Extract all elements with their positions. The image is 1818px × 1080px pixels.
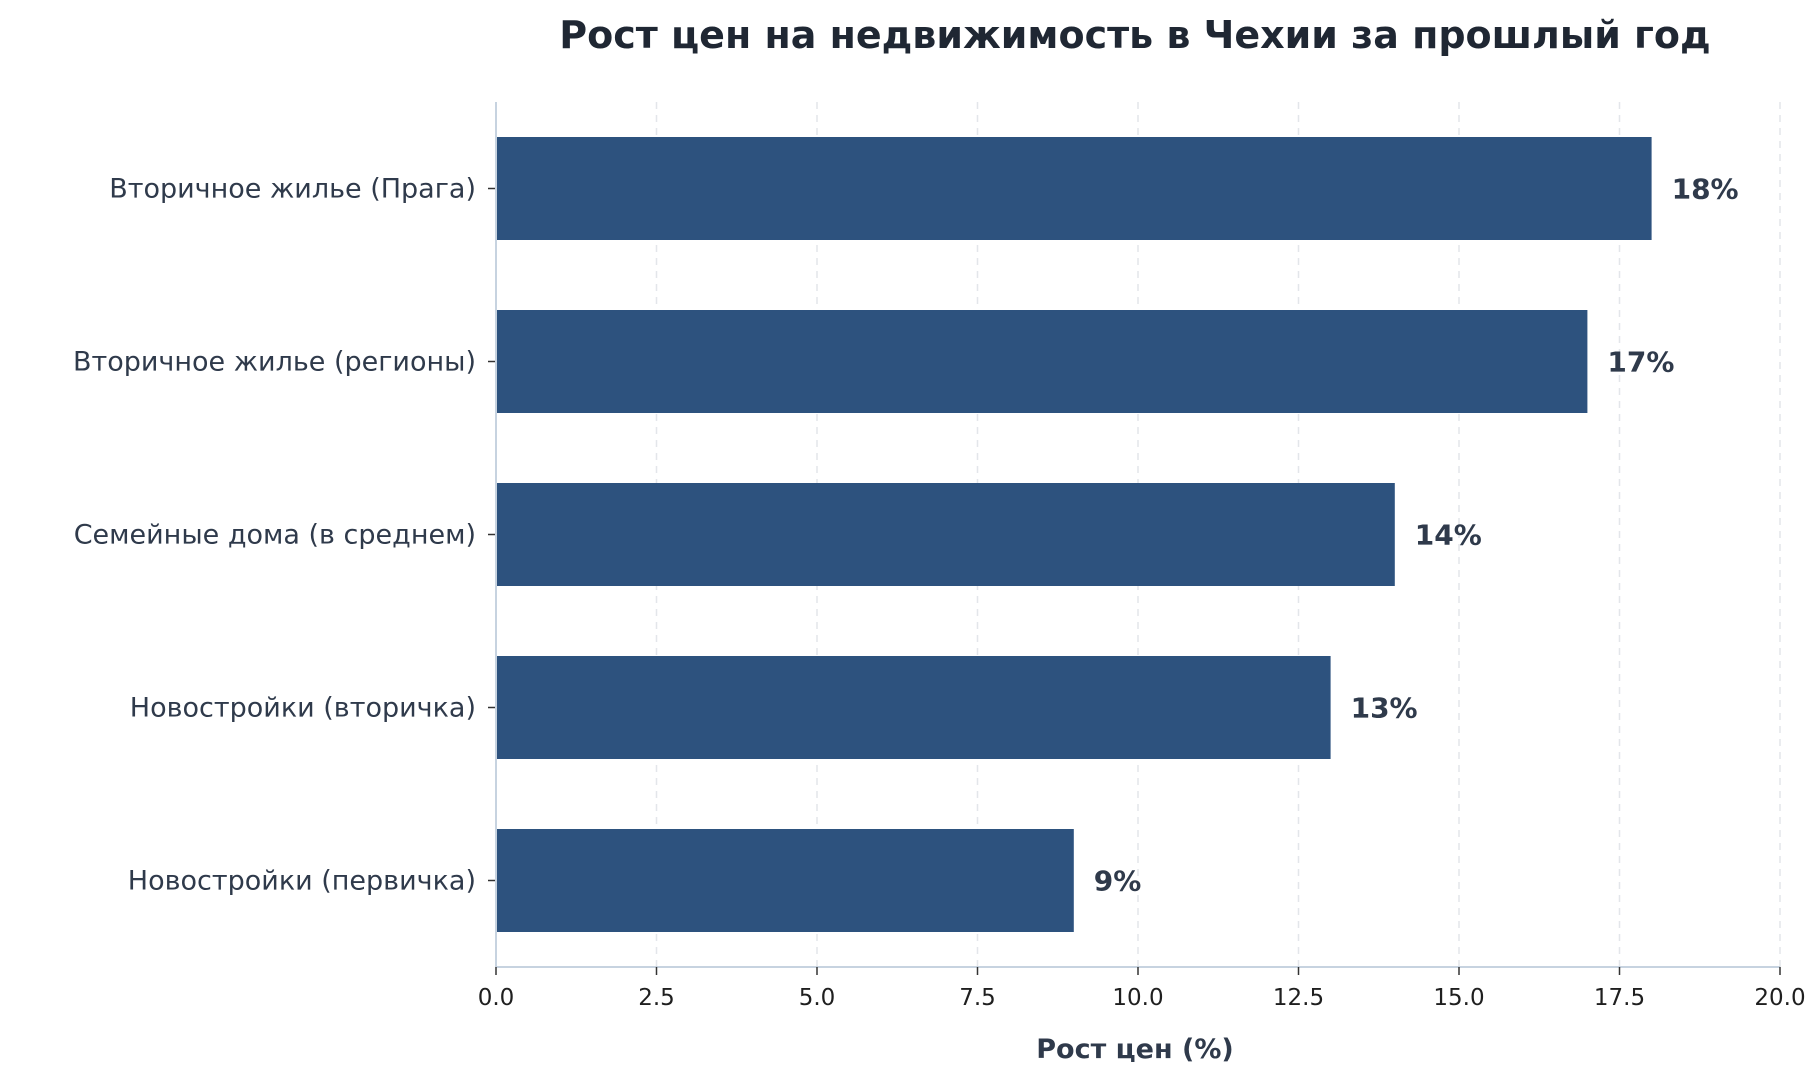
- category-label: Вторичное жилье (Прага): [109, 174, 476, 205]
- x-tick-label: 15.0: [1433, 985, 1484, 1011]
- data-label: 13%: [1351, 692, 1418, 725]
- x-axis-label: Рост цен (%): [1036, 1034, 1234, 1065]
- category-label: Новостройки (вторичка): [130, 693, 476, 724]
- chart-title: Рост цен на недвижимость в Чехии за прош…: [559, 13, 1710, 57]
- category-label: Вторичное жилье (регионы): [73, 347, 476, 378]
- data-label: 18%: [1672, 173, 1739, 206]
- bar: [496, 310, 1588, 413]
- x-tick-label: 12.5: [1273, 985, 1324, 1011]
- x-tick-label: 10.0: [1112, 985, 1163, 1011]
- bar: [496, 137, 1652, 240]
- bar: [496, 829, 1074, 932]
- axes: [488, 102, 1781, 975]
- x-tick-label: 0.0: [478, 985, 515, 1011]
- x-tick-label: 7.5: [959, 985, 996, 1011]
- x-tick-label: 17.5: [1594, 985, 1645, 1011]
- x-tick-label: 2.5: [638, 985, 675, 1011]
- category-label: Семейные дома (в среднем): [74, 520, 476, 551]
- x-tick-label: 20.0: [1754, 985, 1805, 1011]
- bar: [496, 483, 1395, 586]
- data-label: 17%: [1607, 346, 1674, 379]
- labels: 18% Вторичное жилье (Прага) 17% Вторичное ж…: [73, 173, 1806, 1012]
- data-label: 14%: [1415, 519, 1482, 552]
- category-label: Новостройки (первичка): [128, 866, 476, 897]
- data-label: 9%: [1094, 865, 1142, 898]
- bar: [496, 656, 1331, 759]
- x-tick-label: 5.0: [799, 985, 836, 1011]
- bars: [496, 137, 1652, 932]
